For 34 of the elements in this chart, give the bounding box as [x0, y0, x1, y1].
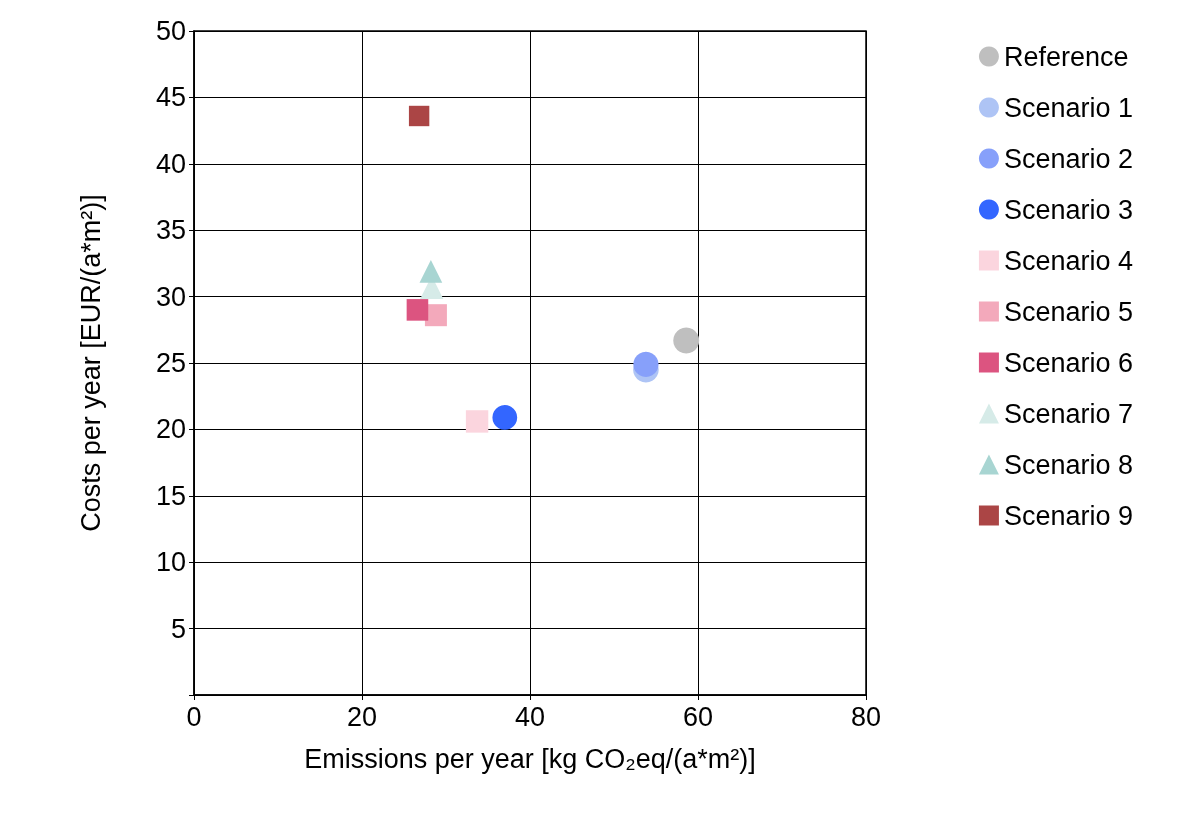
point [419, 259, 443, 283]
y-tick-label: 15 [155, 480, 186, 511]
point [633, 351, 659, 377]
y-tick-label: 30 [155, 281, 186, 312]
y-tick-label: 50 [155, 16, 186, 46]
y-axis-title: Costs per year [EUR/(a*m²)] [75, 194, 106, 532]
legend-label: Scenario 5 [1003, 296, 1134, 327]
y-tick-label: 25 [155, 348, 186, 378]
point [408, 105, 430, 127]
x-tick-label: 40 [514, 701, 546, 732]
x-tick-label: 60 [682, 701, 714, 732]
legend-label: Scenario 1 [1003, 92, 1134, 123]
point [406, 299, 429, 321]
y-tick-label: 20 [155, 414, 186, 445]
legend-label: Scenario 4 [1003, 245, 1134, 276]
legend-label: Scenario 2 [1003, 143, 1134, 174]
x-tick-label: 0 [186, 701, 202, 732]
point [492, 405, 518, 430]
legend-label: Reference [1003, 41, 1129, 72]
legend-label: Scenario 8 [1003, 449, 1134, 480]
y-tick-label: 10 [155, 547, 186, 578]
y-tick-label: 35 [155, 215, 186, 246]
y-tick-label: 45 [155, 82, 186, 113]
y-tick-label: 40 [155, 148, 186, 179]
x-tick-label: 80 [850, 701, 882, 732]
legend-label: Scenario 7 [1003, 398, 1134, 429]
legend-label: Scenario 9 [1003, 500, 1134, 531]
x-tick-label: 20 [346, 701, 378, 732]
y-tick-label: 5 [170, 613, 186, 644]
legend-label: Scenario 3 [1003, 194, 1134, 225]
point [465, 410, 489, 433]
point [673, 327, 700, 354]
legend-label: Scenario 6 [1003, 347, 1134, 378]
x-axis-title: Emissions per year [kg CO₂eq/(a*m²)] [304, 743, 756, 774]
